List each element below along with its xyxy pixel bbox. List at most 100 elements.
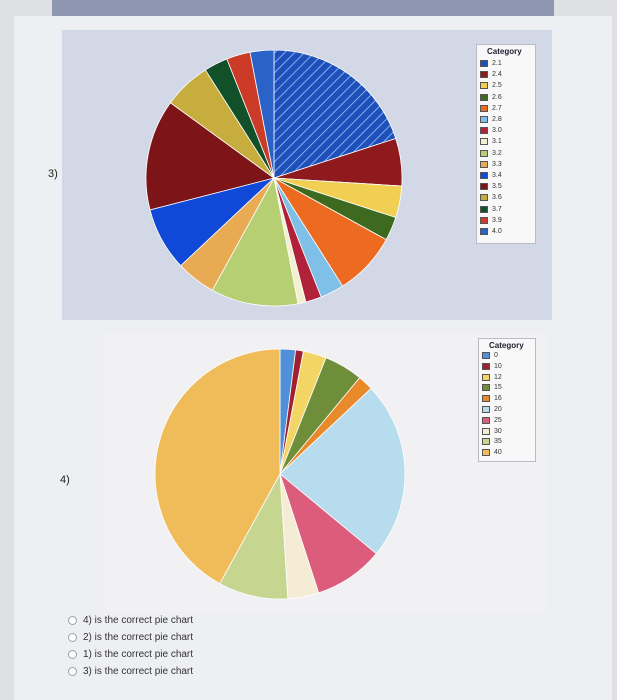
legend-label: 3.4 — [492, 172, 502, 179]
answer-label: 2) is the correct pie chart — [83, 631, 194, 643]
pie-slice-20 — [279, 387, 406, 555]
legend-swatch — [482, 438, 490, 446]
legend-item-3.6: 3.6 — [480, 193, 502, 202]
legend-item-10: 10 — [482, 362, 502, 371]
legend-label: 20 — [494, 406, 502, 413]
legend-label: 2.1 — [492, 60, 502, 67]
answer-option[interactable]: 1) is the correct pie chart — [68, 646, 193, 662]
legend-chart-3: Category 2.1 2.4 2.5 2.6 2.7 2.8 3.0 3.1 3.2 3.3 3… — [476, 44, 536, 244]
legend-swatch — [480, 172, 488, 179]
legend-swatch — [480, 116, 488, 123]
legend-swatch — [482, 352, 490, 359]
legend-label: 25 — [494, 416, 502, 424]
radio-button[interactable] — [68, 632, 77, 642]
legend-item-3.9: 3.9 — [480, 216, 502, 225]
legend-swatch — [480, 228, 488, 235]
legend-item-2.1: 2.1 — [480, 59, 502, 68]
legend-swatch — [480, 138, 488, 146]
pie-slice-40 — [154, 348, 281, 585]
legend-swatch — [482, 406, 490, 413]
legend-item-2.4: 2.4 — [480, 70, 502, 79]
legend-swatch — [482, 395, 490, 403]
legend-item-16: 16 — [482, 394, 502, 403]
legend-item-3.2: 3.2 — [480, 149, 502, 158]
legend-swatch — [482, 362, 490, 370]
legend-swatch — [480, 82, 488, 90]
legend-item-4.0: 4.0 — [480, 227, 502, 236]
radio-button[interactable] — [68, 666, 77, 676]
legend-swatch — [482, 449, 490, 457]
legend-item-3.7: 3.7 — [480, 205, 502, 214]
legend-title: Category — [487, 47, 522, 56]
legend-chart-4: Category 0 10 12 15 16 20 25 30 35 40 — [478, 338, 536, 462]
legend-label: 30 — [494, 427, 502, 435]
top-bar — [52, 0, 554, 16]
answer-label: 3) is the correct pie chart — [83, 665, 194, 677]
legend-swatch — [482, 427, 490, 435]
legend-item-2.8: 2.8 — [480, 115, 502, 124]
legend-label: 16 — [494, 395, 502, 403]
legend-swatch — [480, 205, 488, 213]
legend-item-2.5: 2.5 — [480, 81, 502, 90]
legend-label: 3.5 — [492, 183, 502, 191]
legend-label: 0 — [494, 352, 498, 359]
legend-title: Category — [489, 341, 524, 350]
legend-swatch — [480, 194, 488, 202]
legend-item-3.0: 3.0 — [480, 126, 502, 135]
pie-slice-3.2 — [211, 176, 299, 307]
legend-label: 3.0 — [492, 127, 502, 135]
legend-label: 3.3 — [492, 160, 502, 168]
legend-item-2.7: 2.7 — [480, 104, 502, 113]
legend-item-30: 30 — [482, 427, 502, 436]
legend-label: 35 — [494, 438, 502, 446]
legend-label: 2.6 — [492, 93, 502, 101]
legend-item-25: 25 — [482, 416, 502, 425]
legend-item-15: 15 — [482, 383, 502, 392]
legend-swatch — [482, 384, 490, 392]
legend-label: 2.5 — [492, 82, 502, 90]
legend-label: 4.0 — [492, 228, 502, 235]
legend-item-40: 40 — [482, 448, 502, 457]
legend-swatch — [480, 93, 488, 101]
legend-item-0: 0 — [482, 351, 498, 360]
legend-item-35: 35 — [482, 437, 502, 446]
legend-label: 2.4 — [492, 71, 502, 79]
legend-item-12: 12 — [482, 373, 502, 382]
legend-label: 10 — [494, 362, 502, 370]
question-number-3: 3) — [48, 168, 58, 180]
legend-swatch — [480, 60, 488, 67]
legend-label: 3.6 — [492, 194, 502, 202]
pie-slice-3.5 — [145, 102, 275, 211]
legend-item-3.4: 3.4 — [480, 171, 502, 180]
legend-label: 3.1 — [492, 138, 502, 146]
answer-option[interactable]: 3) is the correct pie chart — [68, 663, 193, 679]
legend-swatch — [482, 416, 490, 424]
legend-item-3.5: 3.5 — [480, 182, 502, 191]
radio-button[interactable] — [68, 615, 77, 625]
legend-label: 3.7 — [492, 205, 502, 213]
legend-item-3.1: 3.1 — [480, 137, 502, 146]
legend-item-3.3: 3.3 — [480, 160, 502, 169]
legend-swatch — [480, 216, 488, 224]
answer-label: 4) is the correct pie chart — [83, 614, 194, 626]
legend-swatch — [480, 104, 488, 112]
pie-slice-4.0 — [249, 49, 275, 179]
pie-slice-2.1 — [273, 49, 397, 179]
legend-swatch — [480, 183, 488, 191]
legend-label: 15 — [494, 384, 502, 392]
legend-swatch — [482, 373, 490, 381]
answer-option[interactable]: 2) is the correct pie chart — [68, 629, 193, 645]
legend-item-2.6: 2.6 — [480, 93, 502, 102]
question-number-4: 4) — [60, 474, 70, 486]
answer-option[interactable]: 4) is the correct pie chart — [68, 612, 193, 628]
legend-item-20: 20 — [482, 405, 502, 414]
radio-button[interactable] — [68, 649, 77, 659]
legend-swatch — [480, 71, 488, 79]
legend-swatch — [480, 127, 488, 135]
legend-label: 2.7 — [492, 104, 502, 112]
legend-label: 40 — [494, 449, 502, 457]
legend-label: 2.8 — [492, 116, 502, 123]
legend-label: 12 — [494, 373, 502, 381]
